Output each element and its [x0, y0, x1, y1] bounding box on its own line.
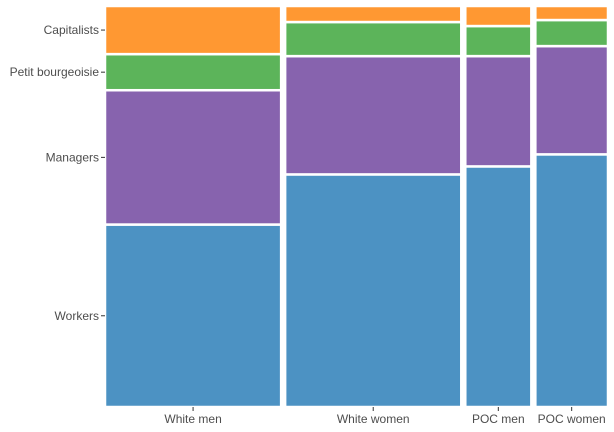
tile-poc-women-capitalists	[534, 4, 610, 22]
tile-poc-women-petit-bourgeoisie	[534, 18, 610, 48]
y-tick-label-workers: Workers	[55, 309, 99, 323]
tile-white-women-capitalists	[283, 4, 463, 24]
tile-poc-men-capitalists	[464, 4, 533, 28]
x-tick-label-poc-women: POC women	[538, 412, 606, 426]
tile-white-men-managers	[103, 88, 283, 226]
tile-poc-women-managers	[534, 44, 610, 156]
tile-white-men-workers	[103, 223, 283, 409]
tile-white-women-petit-bourgeoisie	[283, 20, 463, 58]
x-tick-label-white-men: White men	[164, 412, 221, 426]
tile-white-men-capitalists	[103, 4, 283, 56]
tile-poc-men-petit-bourgeoisie	[464, 24, 533, 58]
x-tick-label-poc-men: POC men	[472, 412, 525, 426]
y-tick-label-capitalists: Capitalists	[44, 23, 99, 37]
tile-poc-men-workers	[464, 165, 533, 409]
plot-area	[103, 4, 610, 409]
tile-white-women-managers	[283, 54, 463, 176]
x-axis: White men White women POC men POC women	[164, 407, 606, 426]
tile-white-men-petit-bourgeoisie	[103, 52, 283, 92]
y-tick-label-petit-bourgeoisie: Petit bourgeoisie	[10, 65, 100, 79]
tile-poc-men-managers	[464, 54, 533, 168]
x-tick-label-white-women: White women	[337, 412, 410, 426]
tile-white-women-workers	[283, 173, 463, 409]
tile-poc-women-workers	[534, 153, 610, 409]
y-tick-label-managers: Managers	[46, 150, 99, 164]
y-axis: Capitalists Petit bourgeoisie Managers Work…	[10, 23, 105, 323]
